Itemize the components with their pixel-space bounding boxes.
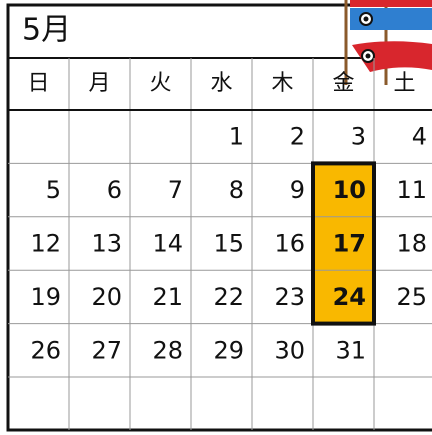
day-number: 25 xyxy=(396,283,427,311)
day-number: 5 xyxy=(46,176,61,204)
day-number: 24 xyxy=(333,283,366,311)
day-number: 11 xyxy=(396,176,427,204)
day-number: 22 xyxy=(213,283,244,311)
weekday-label: 木 xyxy=(271,71,293,96)
day-number: 13 xyxy=(91,230,122,258)
weekday-label: 月 xyxy=(88,71,110,96)
day-number: 17 xyxy=(333,230,366,258)
day-number: 20 xyxy=(91,283,122,311)
weekday-label: 火 xyxy=(149,71,171,96)
day-number: 26 xyxy=(30,336,61,364)
day-number: 1 xyxy=(229,123,244,151)
highlight-cell xyxy=(313,216,374,271)
day-number: 10 xyxy=(333,176,366,204)
highlight-outline xyxy=(311,161,376,326)
day-number: 14 xyxy=(152,230,183,258)
day-number: 21 xyxy=(152,283,183,311)
day-number: 6 xyxy=(107,176,122,204)
day-number: 28 xyxy=(152,336,183,364)
weekday-label: 日 xyxy=(27,71,49,96)
day-number: 7 xyxy=(168,176,183,204)
day-number: 2 xyxy=(290,123,305,151)
weekday-label: 土 xyxy=(393,71,415,96)
day-number: 30 xyxy=(274,336,305,364)
highlight-cell xyxy=(313,163,374,217)
day-number: 15 xyxy=(213,230,244,258)
day-number: 9 xyxy=(290,176,305,204)
day-number: 31 xyxy=(335,336,366,364)
highlight-cell xyxy=(313,270,374,324)
weekday-label: 水 xyxy=(210,71,232,96)
day-number: 16 xyxy=(274,230,305,258)
day-number: 18 xyxy=(396,230,427,258)
month-title: 5月 xyxy=(22,13,71,48)
day-number: 29 xyxy=(213,336,244,364)
koinobori xyxy=(344,0,432,85)
day-number: 27 xyxy=(91,336,122,364)
day-number: 23 xyxy=(274,283,305,311)
day-number: 4 xyxy=(412,123,427,151)
day-number: 3 xyxy=(351,123,366,151)
day-number: 12 xyxy=(30,230,61,258)
day-number: 19 xyxy=(30,283,61,311)
weekday-label: 金 xyxy=(332,71,354,96)
day-number: 8 xyxy=(229,176,244,204)
